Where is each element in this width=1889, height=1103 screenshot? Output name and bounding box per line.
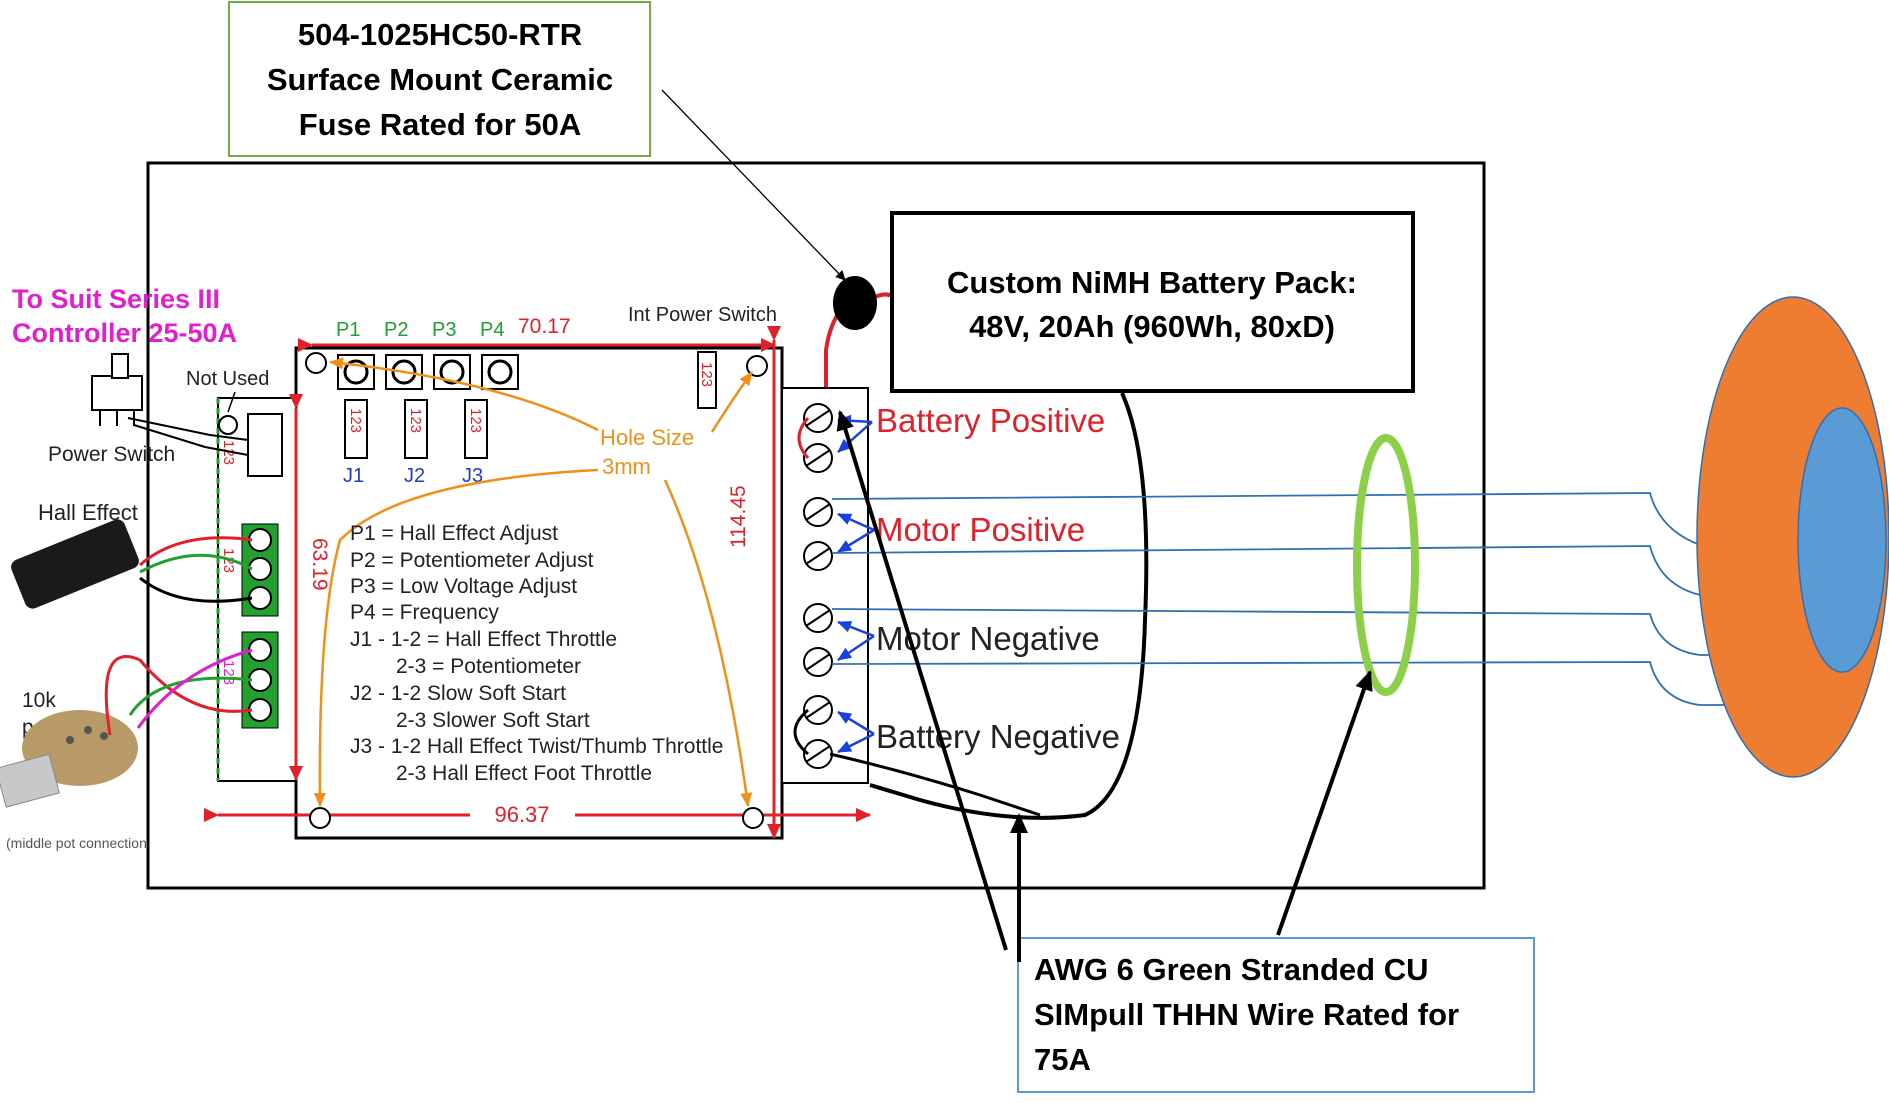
jumper-j2-pins: 123 bbox=[407, 408, 424, 433]
fuse-callout-line-2: Surface Mount Ceramic bbox=[267, 62, 613, 97]
pot-row bbox=[337, 354, 519, 390]
hall-wire-red bbox=[139, 536, 253, 567]
controller-title-line-1: To Suit Series III bbox=[12, 284, 220, 314]
motor-inner bbox=[1797, 407, 1887, 673]
hole-arrow-top-left bbox=[329, 357, 599, 432]
mount-hole-top-left bbox=[305, 352, 327, 374]
jumper-j2-label: J2 bbox=[404, 465, 425, 487]
battery-callout-line-1: Custom NiMH Battery Pack: bbox=[947, 265, 1357, 300]
left-dimension-label: 63.19 bbox=[308, 538, 331, 591]
legend-line-2: P2 = Potentiometer Adjust bbox=[350, 549, 594, 572]
power-switch-pins: 123 bbox=[220, 440, 237, 465]
wire-callout-box bbox=[1017, 937, 1535, 1093]
pot-header-p4: P4 bbox=[480, 319, 504, 341]
mount-hole-bottom-right bbox=[742, 807, 764, 829]
hole-arrow-bottom-left bbox=[313, 468, 599, 807]
terminal-screws bbox=[803, 403, 833, 769]
pot-pin-2 bbox=[248, 668, 272, 692]
jumper-j3-label: J3 bbox=[462, 465, 483, 487]
fuse-callout-line-1: 504-1025HC50-RTR bbox=[298, 17, 582, 52]
battery-negative-lead bbox=[869, 392, 1149, 820]
jumper-j1-block bbox=[344, 399, 368, 459]
mount-hole-top-right bbox=[746, 355, 768, 377]
battery-positive-jumper bbox=[797, 416, 810, 460]
wire-callout-line-1: AWG 6 Green Stranded CU bbox=[1034, 952, 1428, 987]
legend-line-3: P3 = Low Voltage Adjust bbox=[350, 575, 577, 598]
fuse-callout-line-3: Fuse Rated for 50A bbox=[299, 107, 582, 142]
fuse-callout-box bbox=[228, 1, 651, 157]
int-power-switch bbox=[697, 351, 717, 409]
pot-wire-green bbox=[128, 676, 253, 716]
right-dimension-label: 114.45 bbox=[727, 485, 750, 548]
hall-pin-3 bbox=[248, 586, 272, 610]
legend-line-9: J3 - 1-2 Hall Effect Twist/Thumb Throttl… bbox=[350, 735, 723, 758]
pot-wire-red bbox=[104, 655, 253, 736]
power-switch-lever bbox=[111, 353, 129, 379]
battery-negative-to-pack bbox=[829, 752, 1041, 817]
top-dimension-label: 70.17 bbox=[518, 315, 571, 338]
pot-label-line-1: 10k bbox=[22, 689, 56, 712]
wire-pointer-to-battery-positive bbox=[836, 410, 1008, 951]
jumper-j3-pins: 123 bbox=[467, 408, 484, 433]
controller-title-line-2: Controller 25-50A bbox=[12, 318, 237, 348]
not-used-label: Not Used bbox=[186, 368, 269, 390]
legend-line-1: P1 = Hall Effect Adjust bbox=[350, 522, 558, 545]
fuse-dot bbox=[833, 276, 877, 330]
jumper-j2-block bbox=[404, 399, 428, 459]
pot-header-p3: P3 bbox=[432, 319, 456, 341]
hall-effect-sensor bbox=[11, 519, 139, 609]
pot-connector-pins: 123 bbox=[220, 660, 237, 685]
pot-header-p1: P1 bbox=[336, 319, 360, 341]
hall-wire-green bbox=[139, 553, 253, 574]
power-switch-label: Power Switch bbox=[48, 443, 175, 466]
battery-callout-box bbox=[890, 211, 1415, 393]
pot-header-p2: P2 bbox=[384, 319, 408, 341]
jumper-j1-label: J1 bbox=[343, 465, 364, 487]
wire-callout-line-2: SIMpull THHN Wire Rated for bbox=[1034, 997, 1459, 1032]
mount-hole-bottom-left bbox=[309, 807, 331, 829]
legend-line-4: P4 = Frequency bbox=[350, 601, 499, 624]
terminal-label-battery-negative: Battery Negative bbox=[876, 718, 1120, 755]
legend-line-10: 2-3 Hall Effect Foot Throttle bbox=[396, 762, 652, 785]
power-switch-wires bbox=[127, 417, 249, 456]
enclosure-box bbox=[146, 161, 1486, 890]
wire-ring bbox=[1353, 434, 1419, 696]
legend-line-6: 2-3 = Potentiometer bbox=[396, 655, 581, 678]
pot-wire-magenta bbox=[136, 648, 253, 729]
bottom-dimension-label: 96.37 bbox=[494, 802, 549, 827]
legend-line-8: 2-3 Slower Soft Start bbox=[396, 709, 590, 732]
terminal-label-battery-positive: Battery Positive bbox=[876, 402, 1105, 439]
power-switch-connector bbox=[247, 413, 283, 477]
not-used-leader bbox=[227, 391, 236, 413]
hall-pin-2 bbox=[248, 557, 272, 581]
jumper-j3-block bbox=[464, 399, 488, 459]
pot-pin-3 bbox=[248, 698, 272, 722]
int-power-switch-pins: 123 bbox=[698, 362, 715, 387]
legend-line-7: J2 - 1-2 Slow Soft Start bbox=[350, 682, 566, 705]
hall-effect-label: Hall Effect bbox=[38, 500, 138, 525]
pot-body bbox=[0, 710, 138, 808]
int-power-switch-label: Int Power Switch bbox=[628, 304, 777, 326]
hole-arrow-top-right bbox=[710, 371, 754, 433]
hole-size-line-1: Hole Size bbox=[600, 425, 694, 450]
hall-wire-black bbox=[139, 576, 253, 603]
fuse-pointer-arrow bbox=[661, 89, 846, 281]
not-used-hole bbox=[218, 415, 238, 435]
hole-arrow-bottom-right bbox=[663, 479, 753, 807]
power-switch-body bbox=[91, 375, 143, 411]
pot-pin-1 bbox=[248, 638, 272, 662]
terminal-label-motor-positive: Motor Positive bbox=[876, 511, 1085, 548]
battery-callout-line-2: 48V, 20Ah (960Wh, 80xD) bbox=[969, 309, 1335, 344]
bottom-note: (middle pot connection bbox=[6, 835, 147, 851]
hole-size-line-2: 3mm bbox=[602, 454, 651, 479]
jumper-j1-pins: 123 bbox=[347, 408, 364, 433]
wire-pointer-to-ring bbox=[1276, 670, 1373, 936]
wire-callout-line-3: 75A bbox=[1034, 1042, 1091, 1077]
battery-negative-jumper bbox=[793, 708, 809, 756]
legend-line-5: J1 - 1-2 = Hall Effect Throttle bbox=[350, 628, 617, 651]
hall-pin-1 bbox=[248, 528, 272, 552]
